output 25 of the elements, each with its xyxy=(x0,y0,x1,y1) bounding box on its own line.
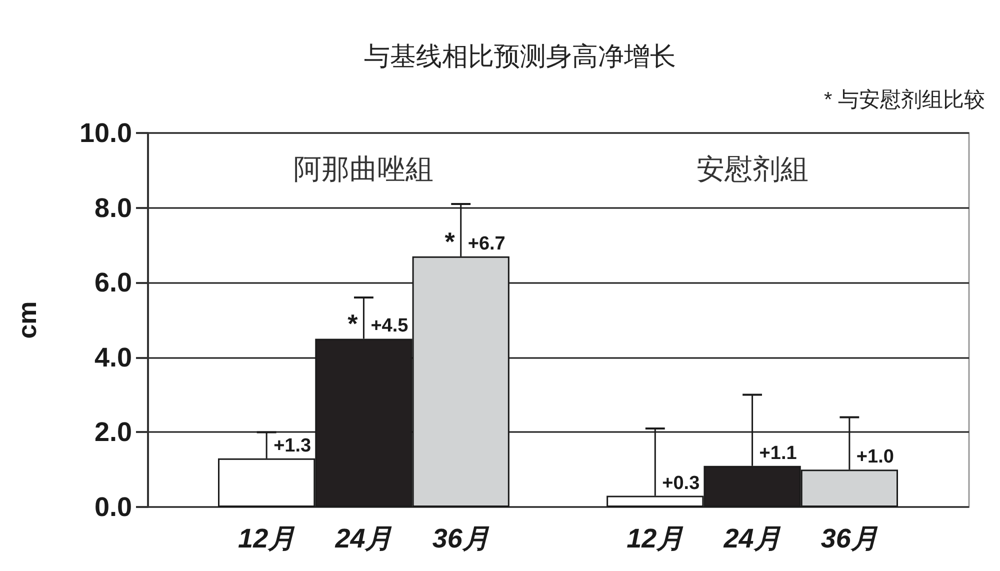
text: * 与安慰剂组比较 xyxy=(824,88,985,112)
data-label: +0.3 xyxy=(662,472,700,494)
data-label: +4.5 xyxy=(370,316,409,337)
y-axis-title: cm xyxy=(12,301,42,339)
x-tick-label: 36月 xyxy=(432,524,490,554)
y-tick-label: 8.0 xyxy=(94,192,132,223)
x-tick-label: 24月 xyxy=(722,524,781,554)
x-tick-label: 36月 xyxy=(820,524,878,554)
x-tick-label: 24月 xyxy=(334,524,392,554)
y-tick-label: 2.0 xyxy=(94,417,132,448)
y-tick-label: 0.0 xyxy=(94,492,132,522)
chart-title: 与基线相比预测身高净增长 xyxy=(364,41,676,71)
annotation: 安慰剂組 xyxy=(696,154,808,184)
y-tick-label: 6.0 xyxy=(94,268,132,298)
data-label: +1.1 xyxy=(759,442,798,464)
data-label: +1.0 xyxy=(856,446,894,468)
data-label: +6.7 xyxy=(468,233,506,254)
y-tick-label: 4.0 xyxy=(94,342,132,372)
annotation: * xyxy=(348,308,359,339)
x-tick-label: 12月 xyxy=(626,524,684,554)
x-tick-label: 12月 xyxy=(238,524,296,554)
annotation: 阿那曲唑組 xyxy=(294,154,434,184)
data-label: +1.3 xyxy=(274,435,312,456)
y-tick-label: 10.0 xyxy=(79,118,132,148)
annotation: * xyxy=(444,226,456,256)
